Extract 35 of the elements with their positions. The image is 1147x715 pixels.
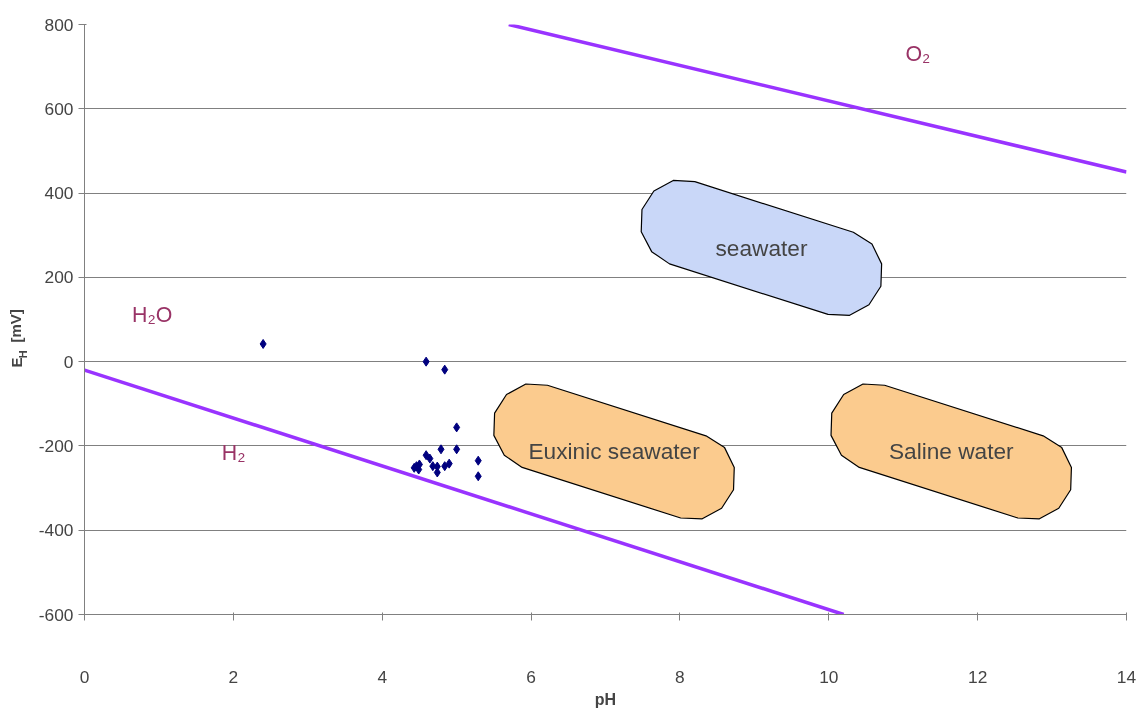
x-tick-label: 0	[79, 666, 90, 687]
x-tick-label: 10	[819, 666, 839, 687]
y-tick-label: -600	[38, 604, 74, 625]
point	[441, 461, 449, 472]
x-tick-label: 6	[526, 666, 536, 687]
y-tick-label: 200	[44, 267, 74, 288]
point	[445, 458, 453, 469]
series-label: seawater	[715, 234, 808, 261]
point	[437, 444, 445, 455]
point	[426, 453, 434, 464]
series-label: H₂	[221, 440, 246, 465]
x-tick-label: 8	[675, 666, 685, 687]
point	[441, 364, 449, 375]
x-axis-title: pH	[594, 690, 617, 708]
x-tick-label: 2	[228, 666, 239, 687]
y-axis-title: EH [mV]	[7, 309, 29, 368]
y-tick-label: 0	[63, 351, 74, 372]
y-tick-label: -400	[38, 520, 74, 541]
point	[474, 455, 482, 466]
x-tick-label: 14	[1116, 666, 1137, 687]
x-tick-label: 4	[377, 666, 388, 687]
point	[453, 444, 461, 455]
annotation: H₂O	[132, 303, 173, 328]
y-tick-label: 800	[44, 14, 74, 35]
point	[259, 338, 267, 349]
series-label: Saline water	[888, 438, 1015, 465]
point	[422, 356, 430, 367]
point	[453, 422, 461, 433]
y-tick-label: -200	[38, 435, 74, 456]
series-label: Euxinic seawater	[528, 438, 701, 465]
x-tick-label: 12	[968, 666, 988, 687]
y-tick-label: 400	[44, 183, 74, 204]
y-tick-label: 600	[44, 98, 74, 119]
point	[474, 471, 482, 482]
text: O₂	[905, 41, 931, 66]
